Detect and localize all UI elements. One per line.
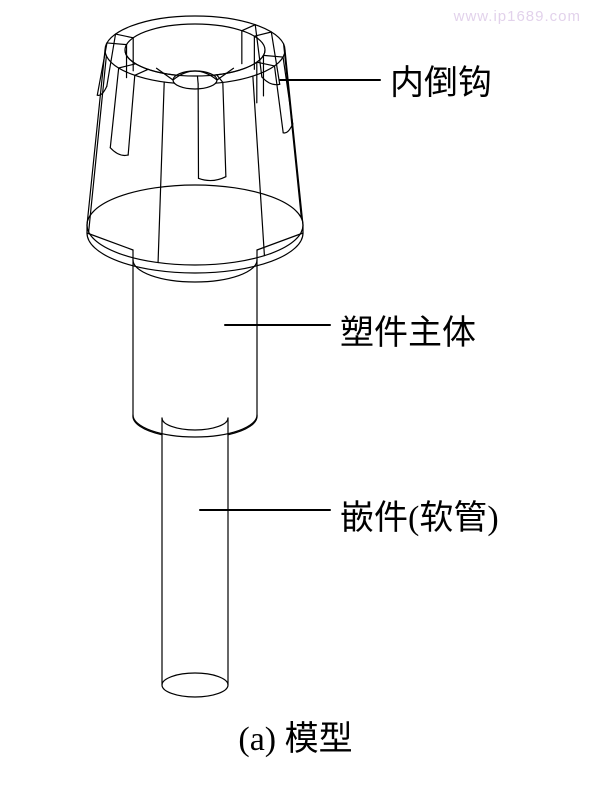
model-drawing [0,0,591,788]
